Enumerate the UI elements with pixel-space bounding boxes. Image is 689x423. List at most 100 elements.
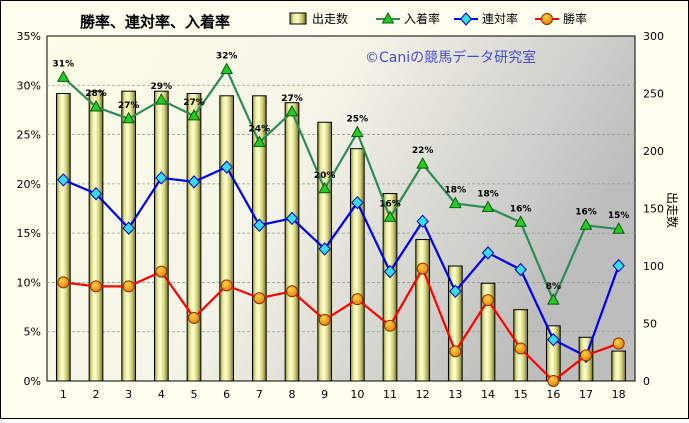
- point-mark: [459, 12, 473, 26]
- point-mark: [89, 99, 103, 112]
- data-label: 18%: [445, 186, 467, 196]
- marker-layer: [56, 62, 626, 387]
- x-tick-label: 4: [158, 388, 165, 401]
- axis-tick-labels: 0% 5% 10% 15% 20% 25% 30% 35% 0 50 100 150 200 250 300…: [17, 30, 664, 401]
- point-mark: [318, 313, 331, 326]
- y-right-tick-label: 200: [643, 145, 664, 158]
- point-mark: [612, 258, 625, 273]
- bar-mark: [121, 90, 137, 382]
- point-mark: [285, 211, 299, 226]
- point-mark: [318, 181, 332, 194]
- point-mark: [351, 195, 364, 210]
- x-tick-label: 13: [448, 388, 462, 401]
- point-mark: [253, 292, 266, 305]
- bar-mark: [415, 239, 431, 382]
- x-tick-label: 14: [481, 388, 495, 401]
- data-label: 27%: [281, 94, 303, 104]
- x-tick-label: 15: [514, 388, 528, 401]
- bar-mark: [55, 93, 71, 382]
- y-left-tick-label: 30%: [17, 79, 41, 92]
- y-left-tick-label: 35%: [17, 30, 41, 43]
- point-mark: [612, 222, 626, 234]
- data-label: 18%: [477, 190, 499, 200]
- point-mark: [285, 104, 299, 117]
- point-mark: [547, 332, 560, 347]
- data-label: 28%: [85, 89, 107, 99]
- point-mark: [351, 293, 364, 306]
- point-mark: [220, 160, 233, 174]
- x-tick-label: 11: [383, 388, 397, 401]
- point-mark: [383, 210, 397, 222]
- data-label: 16%: [510, 204, 532, 214]
- point-mark: [56, 70, 70, 82]
- x-tick-label: 9: [321, 388, 328, 401]
- y-right-tick-label: 0: [643, 375, 650, 388]
- point-mark: [481, 246, 495, 260]
- point-mark: [286, 285, 298, 298]
- legend-label: 入着率: [404, 11, 440, 26]
- series-line: [62, 165, 620, 358]
- point-mark: [546, 293, 560, 305]
- point-mark: [580, 349, 592, 362]
- point-mark: [220, 279, 233, 292]
- legend: 出走数 入着率 連対率 勝率: [289, 11, 587, 26]
- point-mark: [547, 375, 560, 387]
- y-right-tick-label: 100: [643, 260, 664, 273]
- watermark-text: ©Caniの競馬データ研究室: [365, 49, 536, 66]
- data-label: 31%: [53, 59, 75, 69]
- x-tick-label: 8: [289, 388, 296, 401]
- point-mark: [350, 125, 364, 138]
- point-mark: [89, 186, 103, 201]
- y-right-tick-label: 250: [643, 88, 664, 101]
- point-mark: [383, 264, 397, 279]
- data-label: 24%: [249, 124, 271, 134]
- bar-mark: [349, 148, 365, 382]
- data-label-layer: 31% 28% 27% 29% 27% 32% 24% 27% 20% 25% 16% 22% 18% 1…: [53, 52, 630, 293]
- x-tick-label: 18: [612, 388, 626, 401]
- bar-mark: [186, 93, 202, 382]
- y-right-tick-label: 150: [643, 203, 664, 216]
- point-mark: [448, 196, 462, 209]
- point-mark: [122, 221, 135, 235]
- plot-area: [46, 35, 636, 382]
- legend-label: 連対率: [482, 11, 518, 26]
- bar-mark: [88, 90, 104, 382]
- x-tick-label: 17: [579, 388, 593, 401]
- data-label: 27%: [118, 101, 140, 111]
- data-label: 8%: [546, 282, 561, 292]
- point-mark: [514, 215, 528, 227]
- bar-mark: [284, 102, 300, 382]
- chart-title: 勝率、連対率、入着率: [80, 13, 230, 31]
- point-mark: [188, 311, 200, 324]
- x-tick-label: 16: [546, 388, 560, 401]
- x-tick-label: 5: [191, 388, 198, 401]
- point-mark: [481, 200, 495, 213]
- point-mark: [187, 175, 201, 189]
- bar-mark: [382, 193, 398, 382]
- legend-swatch: [289, 12, 307, 25]
- data-label: 20%: [314, 171, 336, 181]
- x-tick-label: 1: [60, 388, 67, 401]
- data-label: 29%: [151, 82, 173, 92]
- point-mark: [416, 262, 429, 275]
- point-mark: [220, 62, 234, 75]
- data-label: 22%: [412, 146, 434, 156]
- point-mark: [122, 280, 135, 293]
- y-right-tick-label: 300: [643, 30, 664, 43]
- point-mark: [57, 173, 70, 187]
- bar-mark: [153, 90, 169, 382]
- y-left-tick-label: 0%: [24, 375, 41, 388]
- point-mark: [612, 337, 625, 350]
- y-left-tick-label: 20%: [17, 178, 41, 191]
- data-label: 25%: [347, 115, 369, 125]
- bar-mark: [251, 95, 267, 382]
- point-mark: [253, 218, 266, 232]
- point-mark: [384, 319, 396, 332]
- bar-mark: [219, 95, 235, 382]
- y-right-tick-label: 50: [643, 318, 657, 331]
- y-left-tick-label: 5%: [24, 326, 41, 339]
- point-mark: [57, 276, 70, 289]
- x-tick-label: 12: [416, 388, 430, 401]
